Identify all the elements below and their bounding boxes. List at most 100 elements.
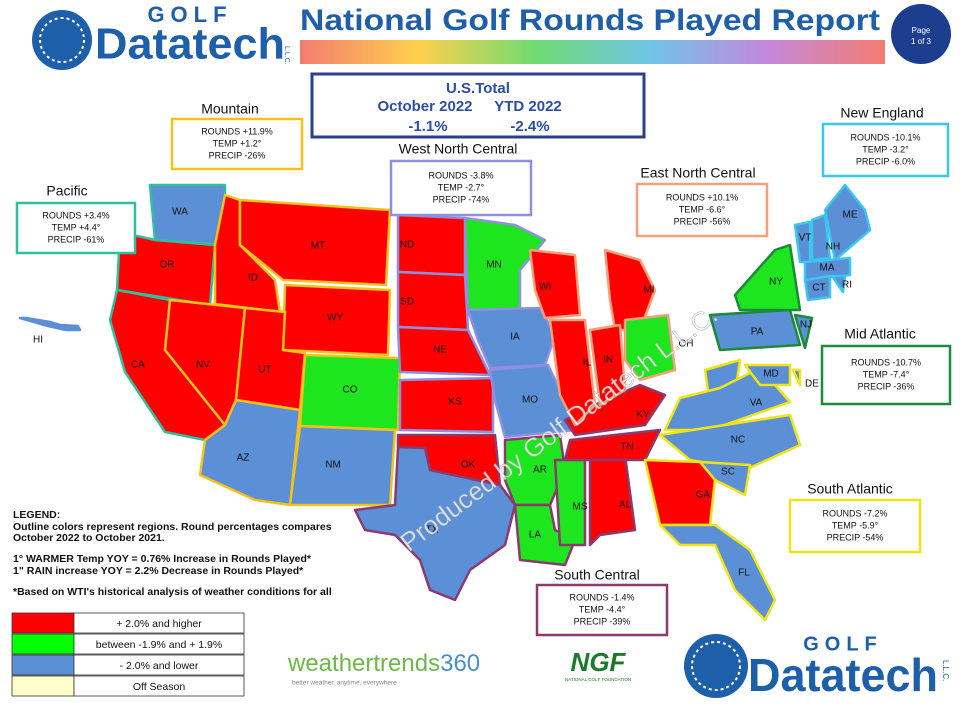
state-shape (298, 353, 402, 432)
state-label: NC (731, 435, 745, 446)
state-label: MD (763, 369, 779, 380)
region-name: South Atlantic (807, 481, 893, 497)
state-label: VA (750, 398, 763, 409)
state-shape (288, 424, 397, 507)
region-name: Pacific (46, 183, 87, 199)
logo-bottom-right: GOLF Datatech L.L.C. (684, 633, 950, 701)
legend-label: between -1.9% and + 1.9% (96, 639, 222, 651)
region-box (635, 182, 769, 238)
state-label: AZ (237, 453, 250, 464)
region-stat: PRECIP -36% (858, 381, 915, 391)
state-label: OK (461, 460, 476, 471)
legend-cell (73, 612, 245, 634)
state-label: WA (172, 207, 188, 218)
region-stat: ROUNDS +10.1% (666, 192, 738, 202)
state-label: CT (812, 283, 825, 294)
region-box (535, 583, 669, 637)
weather-logo-b: 360 (440, 650, 480, 677)
region-box (170, 117, 304, 171)
state-label: NM (325, 460, 341, 471)
legend-swatch (11, 612, 75, 634)
state-shape (793, 313, 814, 350)
legend-title: LEGEND: (13, 509, 60, 521)
state-label: SC (721, 467, 735, 478)
state-shape (548, 318, 597, 427)
page-line: 1 of 3 (911, 37, 932, 46)
legend-text: *Based on WTI's historical analysis of w… (13, 586, 332, 598)
title: National Golf Rounds Played Report (300, 4, 880, 37)
region-stat: TEMP -2.7° (438, 182, 485, 192)
logo-top-left: GOLF Datatech L.L.C. (32, 2, 290, 70)
state-label: TX (426, 525, 439, 536)
weather-logo: weathertrends360 (287, 650, 480, 677)
state-label: ME (843, 210, 858, 221)
region-stat: TEMP +1.2° (213, 138, 262, 148)
us-total-value: -1.1% (408, 118, 447, 135)
legend-cell (73, 633, 245, 655)
page-badge (891, 4, 951, 64)
state-shape (803, 256, 852, 282)
state-label: DE (805, 379, 819, 390)
legend-text: October 2022 to October 2021. (13, 532, 165, 544)
state-shape (658, 413, 802, 472)
state-shape (18, 316, 82, 332)
region-stat: TEMP -6.6° (679, 204, 726, 214)
region-stat: ROUNDS -7.2% (822, 508, 887, 518)
region-name: East North Central (640, 165, 755, 181)
legend-label: Off Season (133, 681, 186, 693)
state-label: OH (679, 339, 694, 350)
region-name: Mountain (201, 101, 259, 117)
legend-swatch (11, 654, 75, 676)
weather-logo-a: weathertrends (287, 650, 440, 677)
state-label: CA (131, 360, 145, 371)
state-label: IA (510, 332, 520, 343)
legend-swatch (11, 633, 75, 655)
state-shape (528, 248, 582, 320)
state-label: SD (400, 297, 414, 308)
region-box (820, 344, 952, 406)
state-label: KS (448, 397, 462, 408)
state-label: PA (751, 327, 764, 338)
state-label: OR (160, 260, 175, 271)
us-total-box (310, 72, 646, 139)
state-shape (810, 213, 832, 262)
map: WA OR CA ID MT WY NV UT CO AZ NM ND SD NE KS MN IA MO OK TX… (18, 183, 872, 622)
state-shape (115, 230, 217, 307)
state-label: MA (820, 263, 835, 274)
state-label: NV (196, 360, 210, 371)
region-stat: ROUNDS -10.7% (851, 357, 921, 367)
region-stat: ROUNDS +3.4% (42, 210, 109, 220)
us-total-value: -2.4% (510, 118, 549, 135)
state-label: MT (311, 241, 325, 252)
region-stat: TEMP +4.4° (52, 222, 101, 232)
state-label: NY (769, 277, 783, 288)
region-box (821, 122, 950, 178)
region-stat: PRECIP -74% (433, 194, 490, 204)
region-stat: PRECIP -39% (574, 616, 631, 626)
state-shape (198, 398, 302, 507)
title-stripe (300, 40, 885, 64)
weather-tagline: better weather, anytime, everywhere (292, 680, 397, 687)
state-label: HI (33, 335, 43, 346)
region-stat: PRECIP -56% (674, 216, 731, 226)
us-total-period: YTD 2022 (494, 98, 562, 115)
state-shape (830, 274, 847, 294)
region-stat: PRECIP -54% (827, 532, 884, 542)
region-stat: TEMP -7.4° (863, 369, 910, 379)
state-shape (623, 313, 677, 382)
state-label: NH (826, 242, 840, 253)
region-stat: ROUNDS -1.4% (569, 592, 634, 602)
state-label: ID (248, 273, 258, 284)
region-stat: TEMP -3.2° (862, 144, 909, 154)
region-stat: PRECIP -26% (209, 150, 266, 160)
region-box (788, 498, 922, 554)
state-shape (743, 363, 792, 387)
region-name: South Central (554, 567, 640, 583)
state-label: LA (529, 530, 542, 541)
state-label: AR (533, 465, 547, 476)
state-label: IN (603, 355, 613, 366)
state-label: MO (522, 395, 538, 406)
state-label: ND (400, 240, 414, 251)
state-label: AL (619, 500, 632, 511)
